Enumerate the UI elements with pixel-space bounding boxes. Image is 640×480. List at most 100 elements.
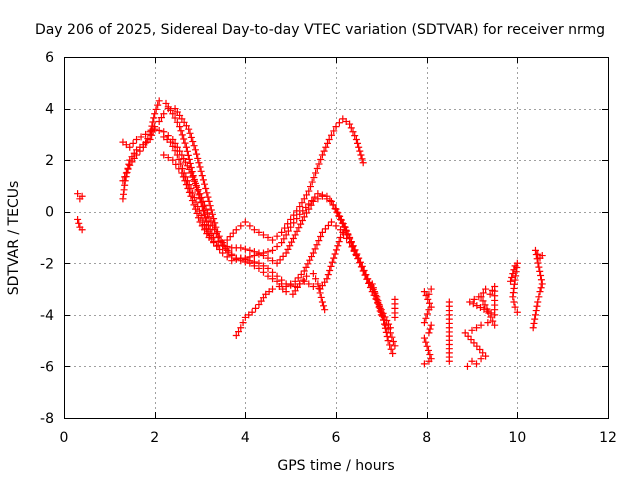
data-point-plus <box>205 234 213 241</box>
data-point-plus <box>377 311 385 319</box>
y-tick-label: -6 <box>40 359 54 375</box>
data-point-plus <box>193 209 201 217</box>
data-point-plus <box>531 311 539 319</box>
data-point-plus <box>223 236 231 244</box>
data-point-plus <box>184 185 192 193</box>
data-point-plus <box>203 189 211 197</box>
data-point-plus <box>317 293 325 301</box>
data-point-plus <box>185 188 193 196</box>
data-point-plus <box>426 325 434 333</box>
data-point-plus <box>509 293 517 301</box>
data-point-plus <box>181 139 189 147</box>
data-point-plus <box>250 226 258 234</box>
data-point-plus <box>476 303 484 311</box>
data-point-plus <box>537 276 545 284</box>
data-point-plus <box>386 341 394 349</box>
data-point-plus <box>204 193 212 201</box>
data-point-plus <box>343 227 351 235</box>
data-point-plus <box>196 163 204 171</box>
data-point-plus <box>354 139 362 147</box>
data-point-plus <box>359 267 367 275</box>
data-point-plus <box>184 151 192 159</box>
data-point-plus <box>388 333 396 341</box>
data-point-plus <box>250 258 258 266</box>
data-point-plus <box>346 120 354 128</box>
data-point-plus <box>201 180 209 188</box>
data-point-plus <box>237 244 245 252</box>
data-point-plus <box>427 285 435 293</box>
x-tick-label: 2 <box>150 430 159 446</box>
data-point-plus <box>294 274 302 282</box>
data-point-plus <box>535 293 543 301</box>
data-point-plus <box>194 186 202 194</box>
data-point-plus <box>482 285 490 293</box>
data-point-plus <box>303 209 311 217</box>
data-point-plus <box>317 155 325 163</box>
data-point-plus <box>537 272 545 280</box>
data-point-plus <box>180 155 188 163</box>
data-point-plus <box>481 301 489 309</box>
data-point-plus <box>382 321 390 329</box>
data-point-plus <box>183 162 191 170</box>
data-point-plus <box>374 299 382 307</box>
data-point-plus <box>380 316 388 324</box>
data-point-plus <box>329 201 337 209</box>
data-point-plus <box>177 127 185 135</box>
data-point-plus <box>314 190 322 198</box>
data-point-plus <box>202 185 210 193</box>
data-point-plus <box>288 238 296 246</box>
data-point-plus <box>477 321 485 329</box>
data-point-plus <box>212 229 220 237</box>
data-point-plus <box>155 126 163 134</box>
data-point-plus <box>538 252 546 260</box>
data-point-plus <box>357 263 365 271</box>
data-point-plus <box>475 293 483 301</box>
data-point-plus <box>423 342 431 350</box>
data-point-plus <box>321 225 329 233</box>
data-point-plus <box>259 268 267 276</box>
data-point-plus <box>463 362 471 370</box>
data-point-plus <box>194 214 202 222</box>
data-point-plus <box>538 280 546 288</box>
data-point-plus <box>306 256 314 264</box>
data-point-plus <box>273 243 281 251</box>
data-point-plus <box>356 147 364 155</box>
data-point-plus <box>178 131 186 139</box>
data-point-plus <box>183 147 191 155</box>
data-point-plus <box>299 276 307 284</box>
data-point-plus <box>347 124 355 132</box>
y-tick-label: -8 <box>40 411 54 427</box>
data-point-plus <box>196 190 204 198</box>
data-point-plus <box>74 190 82 198</box>
data-point-plus <box>164 154 172 162</box>
data-point-plus <box>282 231 290 239</box>
data-point-plus <box>335 119 343 127</box>
data-point-plus <box>205 197 213 205</box>
data-point-plus <box>371 288 379 296</box>
data-point-plus <box>284 227 292 235</box>
data-point-plus <box>426 351 434 359</box>
data-point-plus <box>534 259 542 267</box>
data-point-plus <box>383 333 391 341</box>
data-point-plus <box>323 192 331 200</box>
x-tick-label: 12 <box>599 430 617 446</box>
data-point-plus <box>189 138 197 146</box>
data-point-plus <box>289 235 297 243</box>
data-point-plus <box>363 275 371 283</box>
data-point-plus <box>461 329 469 337</box>
data-point-plus <box>239 319 247 327</box>
data-point-plus <box>146 128 154 136</box>
data-point-plus <box>369 284 377 292</box>
data-point-plus <box>480 305 488 313</box>
data-point-plus <box>197 167 205 175</box>
data-point-plus <box>533 302 541 310</box>
data-point-plus <box>391 342 399 350</box>
data-point-plus <box>122 169 130 177</box>
data-point-plus <box>232 331 240 339</box>
data-point-plus <box>307 183 314 191</box>
data-point-plus <box>223 246 231 254</box>
data-point-plus <box>216 246 224 254</box>
data-point-plus <box>237 324 245 332</box>
data-point-plus <box>226 233 234 241</box>
